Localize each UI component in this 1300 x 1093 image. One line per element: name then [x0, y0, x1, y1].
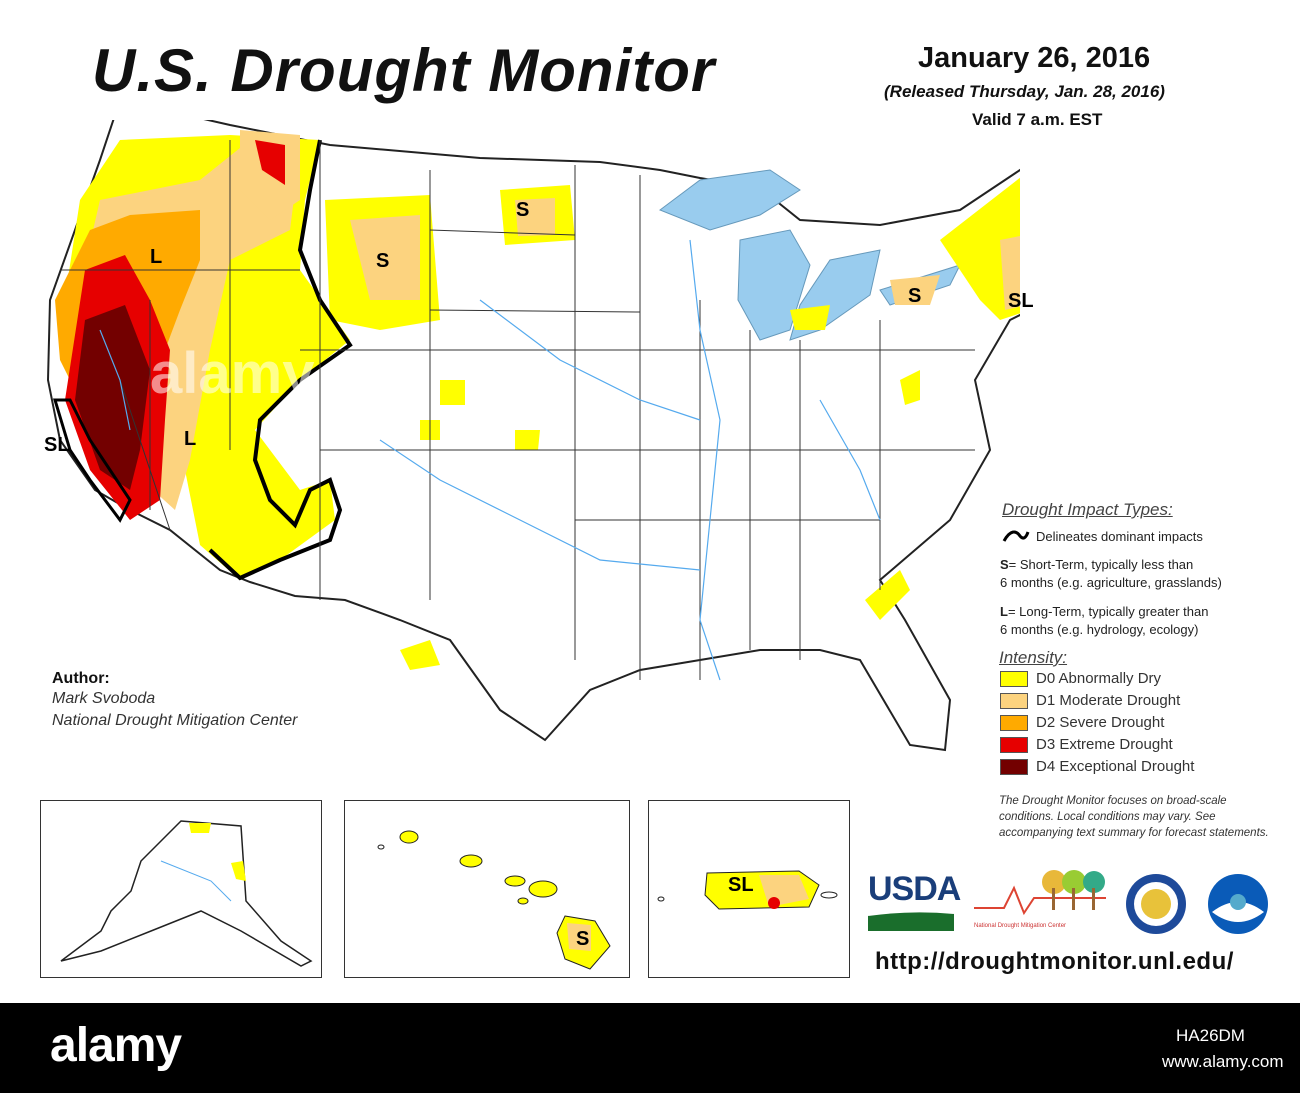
- legend-d1: D1 Moderate Drought: [1000, 692, 1181, 710]
- impact-l-key: L: [1000, 604, 1008, 619]
- impact-label-l-oregon: L: [150, 246, 163, 268]
- impact-line-icon: [1002, 530, 1030, 542]
- drought-monitor-url[interactable]: http://droughtmonitor.unl.edu/: [875, 948, 1234, 975]
- ndmc-text-right: Drought Mitigation Center: [997, 923, 1067, 929]
- ndmc-logo: National Drought Mitigation Center: [974, 868, 1106, 929]
- alaska-inset: [40, 800, 322, 978]
- ndmc-text-left: National: [974, 923, 997, 929]
- impact-label-sl-puerto-rico: SL: [728, 874, 754, 896]
- usda-logo-text: USDA: [868, 870, 961, 908]
- impact-label-s-wyoming: S: [376, 250, 390, 272]
- d0-texas: [400, 640, 440, 670]
- watermark: alamy: [150, 341, 315, 406]
- hawaii-inset: [344, 800, 630, 978]
- great-lakes: [658, 169, 961, 341]
- legend-d4-swatch: [1000, 759, 1028, 776]
- d0-pa: [900, 370, 920, 405]
- author-label: Author:: [52, 670, 110, 687]
- d0-michigan: [790, 305, 830, 330]
- impact-label-s-dakota: S: [516, 199, 530, 221]
- footnote: The Drought Monitor focuses on broad-sca…: [999, 795, 1269, 839]
- legend-d3-swatch: [1000, 737, 1028, 754]
- noaa-logo-icon: [1208, 874, 1268, 934]
- d0-northeast: [940, 177, 1020, 320]
- legend-d2: D2 Severe Drought: [1000, 714, 1165, 732]
- release-date: (Released Thursday, Jan. 28, 2016): [884, 82, 1165, 101]
- puerto-rico-map: [657, 870, 838, 910]
- impact-label-l-nevada: L: [184, 428, 197, 450]
- usda-logo: USDA: [867, 870, 961, 936]
- valid-time: Valid 7 a.m. EST: [972, 110, 1103, 129]
- d0-ny: [890, 275, 940, 305]
- footer-site: www.alamy.com: [1162, 1052, 1284, 1071]
- impact-delineation-line: [208, 139, 353, 581]
- impact-label-s-ny: S: [908, 285, 922, 307]
- impact-legend-heading: Drought Impact Types:: [1002, 500, 1173, 519]
- legend-d3: D3 Extreme Drought: [1000, 736, 1173, 754]
- map-date: January 26, 2016: [918, 42, 1151, 74]
- conus-drought-map: [46, 120, 1020, 752]
- impact-label-sl-california: SL: [44, 434, 70, 456]
- legend-d0-swatch: [1000, 671, 1028, 688]
- d1-northeast: [1000, 236, 1020, 310]
- impact-delineation-line-ca: [52, 398, 132, 523]
- alaska-map: [60, 820, 313, 967]
- puerto-rico-inset: [648, 800, 850, 978]
- author-org: National Drought Mitigation Center: [52, 712, 298, 729]
- ndmc-trees-icon: [974, 870, 1106, 916]
- map-title: U.S. Drought Monitor: [92, 37, 716, 104]
- intensity-legend-heading: Intensity:: [999, 648, 1068, 667]
- impact-s-key: S: [1000, 557, 1009, 572]
- d3-montana: [255, 140, 285, 185]
- d0-colorado2: [440, 380, 465, 405]
- usda-swoosh-icon: [867, 910, 955, 931]
- impact-line-text: Delineates dominant impacts: [1036, 529, 1203, 544]
- d0-georgia: [865, 570, 910, 620]
- impact-s-line1: = Short-Term, typically less than: [1008, 557, 1194, 572]
- impact-l-line2: 6 months (e.g. hydrology, ecology): [1000, 622, 1199, 637]
- legend-d2-swatch: [1000, 715, 1028, 732]
- legend-d4: D4 Exceptional Drought: [1000, 758, 1195, 776]
- author-name: Mark Svoboda: [52, 690, 156, 707]
- legend-d0: D0 Abnormally Dry: [1000, 670, 1162, 688]
- legend-d4-label: D4 Exceptional Drought: [1036, 758, 1195, 775]
- d1-wyoming: [350, 215, 420, 300]
- legend-d1-swatch: [1000, 693, 1028, 710]
- legend-d2-label: D2 Severe Drought: [1036, 714, 1165, 731]
- footer-brand: alamy: [50, 1019, 182, 1072]
- footer-bar: [0, 1003, 1300, 1093]
- hawaii-map: [377, 830, 611, 970]
- legend-d1-label: D1 Moderate Drought: [1036, 692, 1181, 709]
- footer-image-id: HA26DM: [1176, 1026, 1245, 1045]
- rivers: [99, 239, 881, 681]
- legend-d0-label: D0 Abnormally Dry: [1036, 670, 1162, 687]
- legend-d3-label: D3 Extreme Drought: [1036, 736, 1173, 753]
- impact-label-sl-northeast: SL: [1008, 290, 1034, 312]
- impact-l-line1: = Long-Term, typically greater than: [1007, 604, 1209, 619]
- d1-dakota: [515, 198, 555, 236]
- doc-seal-icon: [1126, 874, 1186, 934]
- d0-kansas: [515, 430, 540, 450]
- impact-s-line2: 6 months (e.g. agriculture, grasslands): [1000, 575, 1222, 590]
- impact-label-s-hawaii: S: [576, 928, 590, 950]
